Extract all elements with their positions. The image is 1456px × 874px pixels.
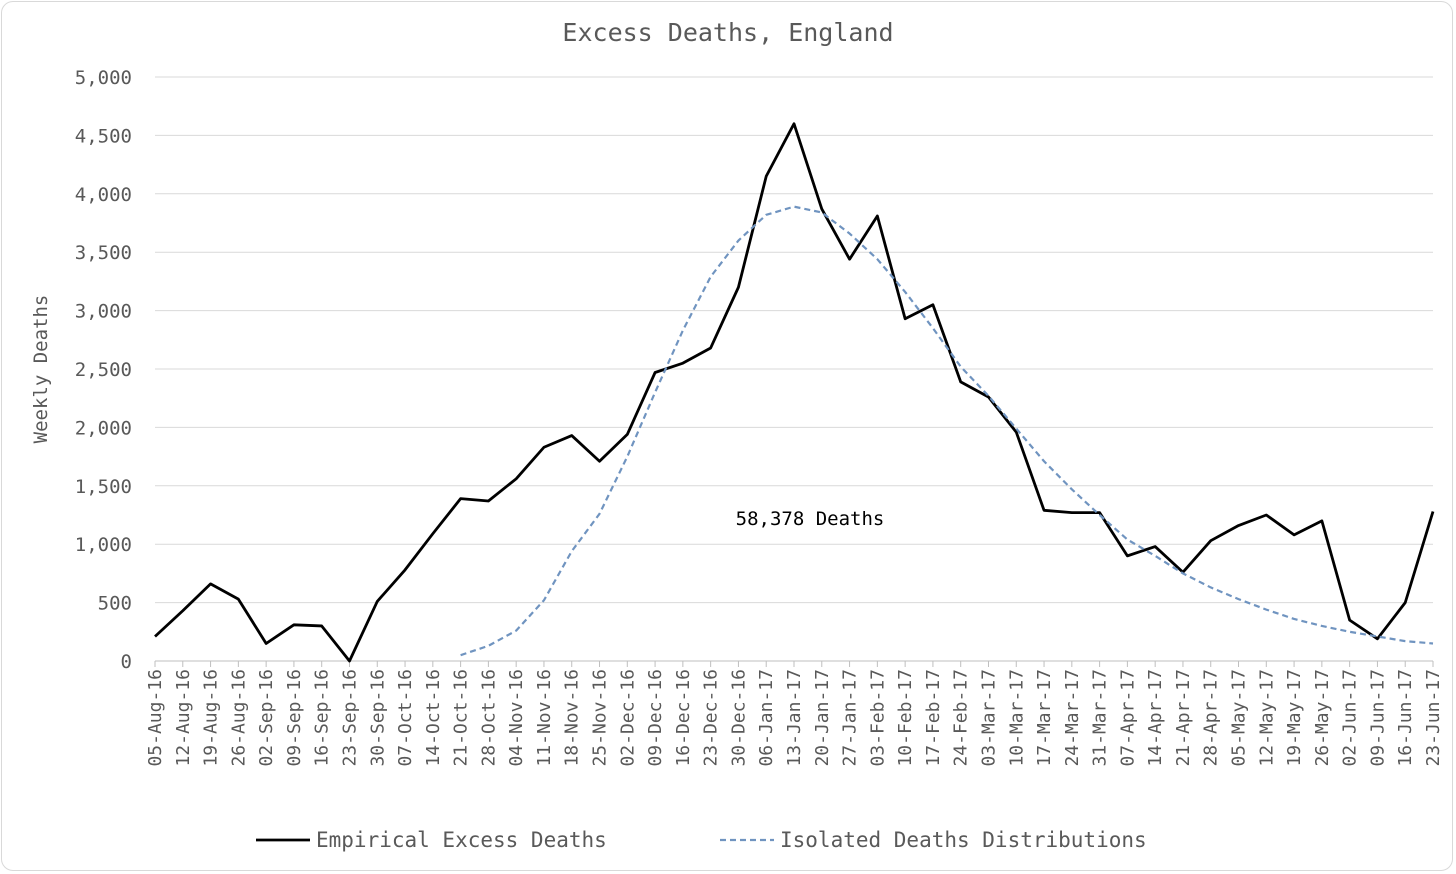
x-tick-label: 07-Apr-17	[1117, 669, 1138, 767]
x-tick-label: 21-Apr-17	[1173, 669, 1194, 767]
y-tick-label: 4,500	[75, 125, 132, 147]
x-tick-label: 16-Dec-16	[673, 669, 694, 767]
x-tick-label: 14-Oct-16	[423, 669, 444, 767]
x-tick-label: 10-Mar-17	[1006, 669, 1027, 767]
y-tick-labels: 0 500 1,000 1,500 2,000 2,500 3,000 3,500 4,000 4…	[75, 67, 132, 673]
x-tick-label: 30-Dec-16	[728, 669, 749, 767]
y-tick-label: 5,000	[75, 67, 132, 89]
x-tick-label: 09-Sep-16	[284, 669, 305, 767]
x-tick-label: 19-Aug-16	[201, 669, 222, 767]
y-tick-label: 0	[121, 651, 132, 673]
x-tick-label: 06-Jan-17	[756, 669, 777, 767]
x-tick-label: 07-Oct-16	[395, 669, 416, 767]
x-tick-label: 05-Aug-16	[145, 669, 166, 767]
x-tick-label: 23-Sep-16	[339, 669, 360, 767]
x-tick-label: 09-Jun-17	[1367, 669, 1388, 767]
x-tick-label: 26-May-17	[1312, 669, 1333, 767]
y-tick-label: 4,000	[75, 184, 132, 206]
x-tick-label: 10-Feb-17	[895, 669, 916, 767]
x-tick-label: 25-Nov-16	[590, 669, 611, 767]
legend: Empirical Excess Deaths Isolated Deaths D…	[256, 828, 1147, 852]
y-axis-label: Weekly Deaths	[30, 295, 52, 444]
x-tick-label: 28-Apr-17	[1201, 669, 1222, 767]
x-tick-label: 27-Jan-17	[840, 669, 861, 767]
x-tick-label: 17-Mar-17	[1034, 669, 1055, 767]
x-tick-label: 19-May-17	[1284, 669, 1305, 767]
legend-label: Isolated Deaths Distributions	[780, 828, 1147, 852]
y-tick-label: 2,500	[75, 359, 132, 381]
x-tick-label: 30-Sep-16	[367, 669, 388, 767]
x-tick-label: 21-Oct-16	[451, 669, 472, 767]
x-axis	[154, 660, 1434, 667]
x-tick-label: 02-Dec-16	[617, 669, 638, 767]
total-deaths-annotation: 58,378 Deaths	[736, 508, 885, 530]
x-tick-label: 13-Jan-17	[784, 669, 805, 767]
x-tick-label: 28-Oct-16	[478, 669, 499, 767]
x-tick-label: 16-Jun-17	[1395, 669, 1416, 767]
legend-label: Empirical Excess Deaths	[316, 828, 607, 852]
x-tick-label: 18-Nov-16	[562, 669, 583, 767]
x-tick-label: 05-May-17	[1229, 669, 1250, 767]
x-tick-label: 03-Feb-17	[867, 669, 888, 767]
x-tick-label: 02-Jun-17	[1340, 669, 1361, 767]
y-tick-label: 1,500	[75, 476, 132, 498]
x-tick-label: 24-Mar-17	[1062, 669, 1083, 767]
isolated-deaths-series-line	[460, 205, 1434, 657]
x-tick-label: 23-Jun-17	[1423, 669, 1444, 767]
x-tick-label: 23-Dec-16	[701, 669, 722, 767]
y-tick-label: 2,000	[75, 417, 132, 439]
series-lines	[154, 122, 1435, 663]
x-tick-label: 14-Apr-17	[1145, 669, 1166, 767]
empirical-excess-deaths-series-line	[154, 122, 1435, 663]
x-tick-label: 24-Feb-17	[951, 669, 972, 767]
y-tick-label: 3,000	[75, 301, 132, 323]
x-tick-label: 26-Aug-16	[228, 669, 249, 767]
x-tick-label: 04-Nov-16	[506, 669, 527, 767]
y-tick-label: 500	[98, 593, 132, 615]
x-tick-label: 16-Sep-16	[312, 669, 333, 767]
y-tick-label: 3,500	[75, 242, 132, 264]
x-tick-label: 20-Jan-17	[812, 669, 833, 767]
x-tick-label: 03-Mar-17	[978, 669, 999, 767]
x-tick-label: 12-May-17	[1256, 669, 1277, 767]
y-tick-label: 1,000	[75, 534, 132, 556]
x-tick-labels: 05-Aug-16 12-Aug-16 19-Aug-16 26-Aug-16 02-S…	[145, 669, 1444, 767]
x-tick-label: 02-Sep-16	[256, 669, 277, 767]
x-tick-label: 12-Aug-16	[173, 669, 194, 767]
x-tick-label: 17-Feb-17	[923, 669, 944, 767]
gridlines	[155, 76, 1433, 604]
x-tick-label: 09-Dec-16	[645, 669, 666, 767]
x-tick-label: 31-Mar-17	[1090, 669, 1111, 767]
x-tick-label: 11-Nov-16	[534, 669, 555, 767]
chart-title: Excess Deaths, England	[562, 18, 893, 47]
